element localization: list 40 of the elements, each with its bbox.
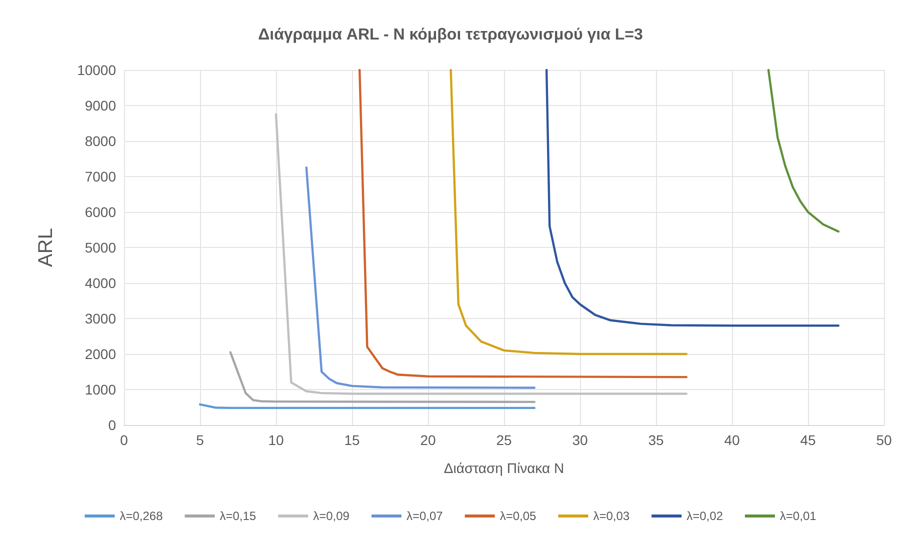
y-tick-label: 7000 <box>84 168 116 184</box>
y-axis-title: ARL <box>35 228 57 267</box>
legend-label: λ=0,15 <box>220 509 256 523</box>
legend-label: λ=0,09 <box>313 509 350 523</box>
x-tick-label: 30 <box>572 432 588 448</box>
x-tick-label: 50 <box>876 432 892 448</box>
line-series <box>305 166 536 389</box>
line-series <box>545 68 840 327</box>
y-tick-label: 6000 <box>84 204 116 220</box>
legend-label: λ=0,05 <box>500 509 537 523</box>
y-tick-label: 2000 <box>84 346 116 362</box>
line-series <box>767 68 840 233</box>
legend-label: λ=0,01 <box>780 509 817 523</box>
line-series <box>274 113 688 395</box>
y-tick-label: 4000 <box>84 275 116 291</box>
y-tick-label: 0 <box>108 417 116 433</box>
x-tick-label: 15 <box>344 432 360 448</box>
y-tick-label: 9000 <box>84 98 116 114</box>
x-tick-label: 25 <box>496 432 512 448</box>
legend-label: λ=0,02 <box>686 509 724 523</box>
y-tick-label: 8000 <box>84 133 116 149</box>
x-tick-label: 35 <box>648 432 664 448</box>
chart-title: Διάγραμμα ARL - N κόμβοι τετραγωνισμού για L=3 <box>258 26 643 44</box>
y-tick-label: 1000 <box>84 382 116 398</box>
x-tick-label: 45 <box>800 432 816 448</box>
x-tick-label: 0 <box>120 432 128 448</box>
y-tick-label: 10000 <box>77 62 116 78</box>
x-axis-title: Διάσταση Πίνακα N <box>444 460 564 476</box>
line-series <box>450 68 688 356</box>
x-tick-label: 5 <box>196 432 204 448</box>
legend-label: λ=0,07 <box>406 509 444 523</box>
legend-label: λ=0,268 <box>120 509 164 523</box>
line-series <box>229 351 536 404</box>
x-tick-label: 10 <box>268 432 284 448</box>
legend-label: λ=0,03 <box>593 509 630 523</box>
y-tick-label: 3000 <box>84 310 116 326</box>
x-tick-label: 40 <box>724 432 740 448</box>
x-tick-label: 20 <box>420 432 436 448</box>
y-tick-label: 5000 <box>84 240 116 256</box>
line-series <box>358 68 688 378</box>
